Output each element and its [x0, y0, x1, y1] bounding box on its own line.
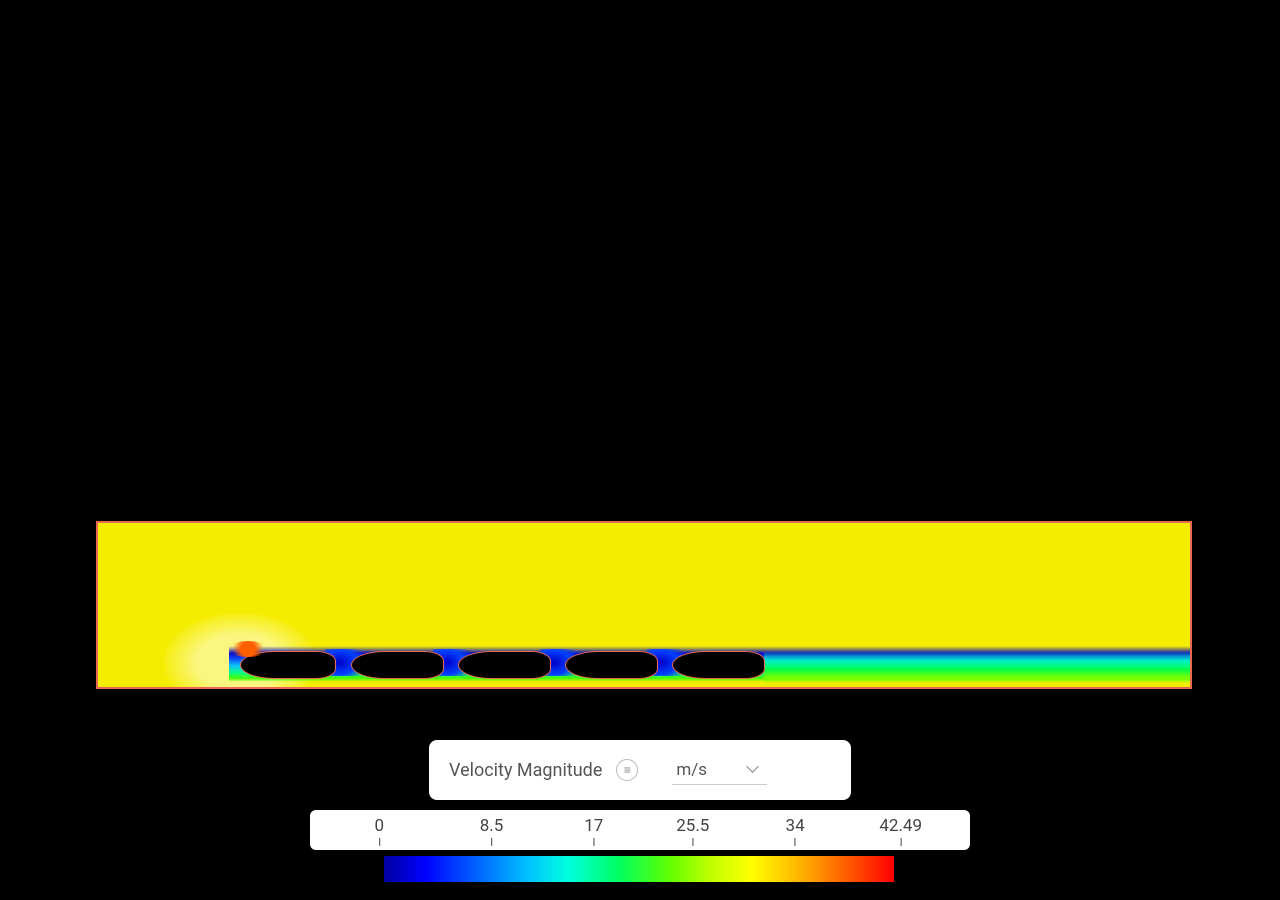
tick-mark [900, 838, 901, 846]
vehicle-body [672, 651, 765, 679]
field-options-icon[interactable]: ≡ [616, 759, 638, 781]
scale-tick: 34 [786, 816, 805, 846]
scale-ticks: 0 8.5 17 25.5 34 42.49 [310, 810, 970, 850]
cfd-visualization [96, 521, 1192, 689]
tick-label: 42.49 [879, 816, 922, 836]
unit-selector[interactable]: m/s [672, 756, 767, 785]
tick-mark [692, 838, 693, 846]
scale-tick: 0 [375, 816, 385, 846]
scale-tick: 17 [584, 816, 603, 846]
scale-tick: 25.5 [676, 816, 709, 846]
unit-label: m/s [676, 760, 707, 780]
tick-label: 8.5 [480, 816, 504, 836]
vehicle-body [351, 651, 444, 679]
vehicle-body [458, 651, 551, 679]
tick-label: 17 [584, 816, 603, 836]
tick-mark [379, 838, 380, 846]
scale-tick: 42.49 [879, 816, 922, 846]
chevron-down-icon [747, 764, 759, 776]
tick-label: 34 [786, 816, 805, 836]
wake-trail [764, 651, 1190, 684]
velocity-field [98, 523, 1190, 687]
field-name-label: Velocity Magnitude [449, 760, 602, 781]
tick-mark [795, 838, 796, 846]
scale-tick: 8.5 [480, 816, 504, 846]
tick-label: 0 [375, 816, 385, 836]
vehicle-body [565, 651, 658, 679]
tick-mark [491, 838, 492, 846]
tick-label: 25.5 [676, 816, 709, 836]
colorbar [384, 856, 894, 882]
tick-mark [593, 838, 594, 846]
legend-control-panel: Velocity Magnitude ≡ m/s [429, 740, 851, 800]
